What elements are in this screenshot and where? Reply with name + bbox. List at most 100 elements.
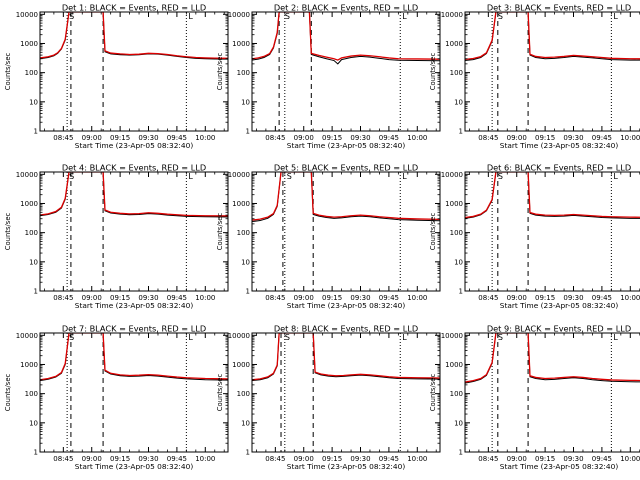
- series-group: [465, 172, 640, 219]
- x-tick-label: 09:00: [507, 134, 527, 142]
- plot-frame: [39, 332, 229, 453]
- x-tick-label: 10:00: [620, 455, 640, 463]
- x-tick-label: 09:45: [592, 294, 612, 302]
- y-tick-label: 10000: [16, 171, 38, 179]
- y-tick-label: 100: [25, 69, 38, 77]
- x-tick-label: 09:30: [563, 134, 583, 142]
- y-tick-label: 1: [34, 449, 38, 457]
- y-tick-label: 10000: [441, 332, 463, 340]
- x-tick-label: 08:45: [265, 294, 285, 302]
- saa-marker-s: S: [287, 172, 292, 181]
- x-tick-label: 09:45: [167, 134, 187, 142]
- x-axis-label: Start Time (23-Apr-05 08:32:40): [287, 301, 406, 310]
- x-tick-label: 09:30: [138, 294, 158, 302]
- x-tick-label: 09:00: [294, 455, 314, 463]
- y-tick-label: 10: [29, 258, 38, 266]
- y-axis-label: Counts/sec: [4, 374, 12, 412]
- y-tick-label: 100: [25, 390, 38, 398]
- plot-frame: [251, 332, 441, 453]
- x-tick-label: 09:30: [563, 294, 583, 302]
- y-tick-label: 10000: [228, 332, 250, 340]
- series-group: [252, 333, 440, 382]
- saa-marker-s: S: [498, 172, 503, 181]
- x-axis-label: Start Time (23-Apr-05 08:32:40): [287, 462, 406, 471]
- y-tick-label: 1000: [445, 40, 463, 48]
- events-series-line: [252, 333, 440, 382]
- x-axis-label: Start Time (23-Apr-05 08:32:40): [500, 462, 619, 471]
- lld-series-line: [252, 333, 440, 381]
- x-tick-label: 09:00: [294, 134, 314, 142]
- x-tick-label: 09:15: [322, 134, 342, 142]
- y-axis-label: Counts/sec: [4, 53, 12, 91]
- x-tick-label: 08:45: [265, 134, 285, 142]
- panel-title: Det 9: BLACK = Events, RED = LLD: [487, 324, 631, 334]
- y-tick-label: 100: [25, 229, 38, 237]
- x-tick-label: 09:45: [592, 134, 612, 142]
- y-axis-label: Counts/sec: [216, 374, 224, 412]
- saa-marker-s: S: [285, 333, 290, 342]
- y-tick-label: 1000: [20, 200, 38, 208]
- plot-frame: [464, 332, 640, 453]
- x-tick-label: 10:00: [407, 455, 427, 463]
- x-tick-label: 09:45: [379, 134, 399, 142]
- x-tick-label: 09:15: [322, 294, 342, 302]
- x-tick-label: 08:45: [478, 134, 498, 142]
- saa-marker-s: S: [498, 12, 503, 21]
- y-tick-label: 10000: [441, 171, 463, 179]
- panel-title: Det 8: BLACK = Events, RED = LLD: [274, 324, 418, 334]
- y-tick-label: 100: [450, 69, 463, 77]
- y-tick-label: 1: [246, 449, 250, 457]
- panel-title: Det 2: BLACK = Events, RED = LLD: [274, 3, 418, 13]
- x-tick-label: 09:30: [350, 455, 370, 463]
- x-tick-label: 08:45: [265, 455, 285, 463]
- plot-frame: [39, 171, 229, 292]
- x-tick-label: 09:30: [138, 134, 158, 142]
- x-tick-label: 10:00: [620, 134, 640, 142]
- marker-l: L: [613, 172, 618, 181]
- panel-title: Det 3: BLACK = Events, RED = LLD: [487, 3, 631, 13]
- x-tick-label: 10:00: [195, 294, 215, 302]
- y-tick-label: 1000: [232, 361, 250, 369]
- x-tick-label: 09:00: [82, 455, 102, 463]
- x-tick-label: 09:45: [379, 294, 399, 302]
- y-tick-label: 10000: [16, 332, 38, 340]
- x-tick-label: 09:15: [110, 455, 130, 463]
- y-axis-label: Counts/sec: [4, 213, 12, 251]
- y-tick-label: 1: [459, 449, 463, 457]
- saa-marker-s: S: [69, 333, 74, 342]
- y-tick-label: 100: [450, 390, 463, 398]
- y-tick-label: 10000: [16, 11, 38, 19]
- panel-title: Det 4: BLACK = Events, RED = LLD: [62, 163, 206, 173]
- x-tick-label: 08:45: [53, 134, 73, 142]
- x-tick-label: 09:15: [535, 455, 555, 463]
- saa-marker-s: S: [285, 12, 290, 21]
- plot-frame: [464, 11, 640, 132]
- x-tick-label: 09:00: [294, 294, 314, 302]
- x-tick-label: 10:00: [407, 294, 427, 302]
- y-tick-label: 1: [246, 128, 250, 136]
- x-tick-label: 09:30: [350, 294, 370, 302]
- marker-l: L: [402, 172, 407, 181]
- y-tick-label: 10: [454, 419, 463, 427]
- x-tick-label: 10:00: [620, 294, 640, 302]
- y-axis-label: Counts/sec: [429, 213, 437, 251]
- x-tick-label: 10:00: [407, 134, 427, 142]
- y-axis-label: Counts/sec: [429, 53, 437, 91]
- events-series-line: [465, 12, 640, 62]
- y-tick-label: 1000: [445, 200, 463, 208]
- y-tick-label: 10000: [441, 11, 463, 19]
- series-group: [465, 12, 640, 62]
- events-series-line: [252, 12, 440, 65]
- x-tick-label: 09:45: [592, 455, 612, 463]
- marker-l: L: [613, 12, 618, 21]
- saa-marker-s: S: [69, 12, 74, 21]
- lld-series-line: [40, 12, 228, 59]
- panel-title: Det 6: BLACK = Events, RED = LLD: [487, 163, 631, 173]
- x-tick-label: 08:45: [478, 455, 498, 463]
- panel-title: Det 7: BLACK = Events, RED = LLD: [62, 324, 206, 334]
- saa-marker-s: S: [498, 333, 503, 342]
